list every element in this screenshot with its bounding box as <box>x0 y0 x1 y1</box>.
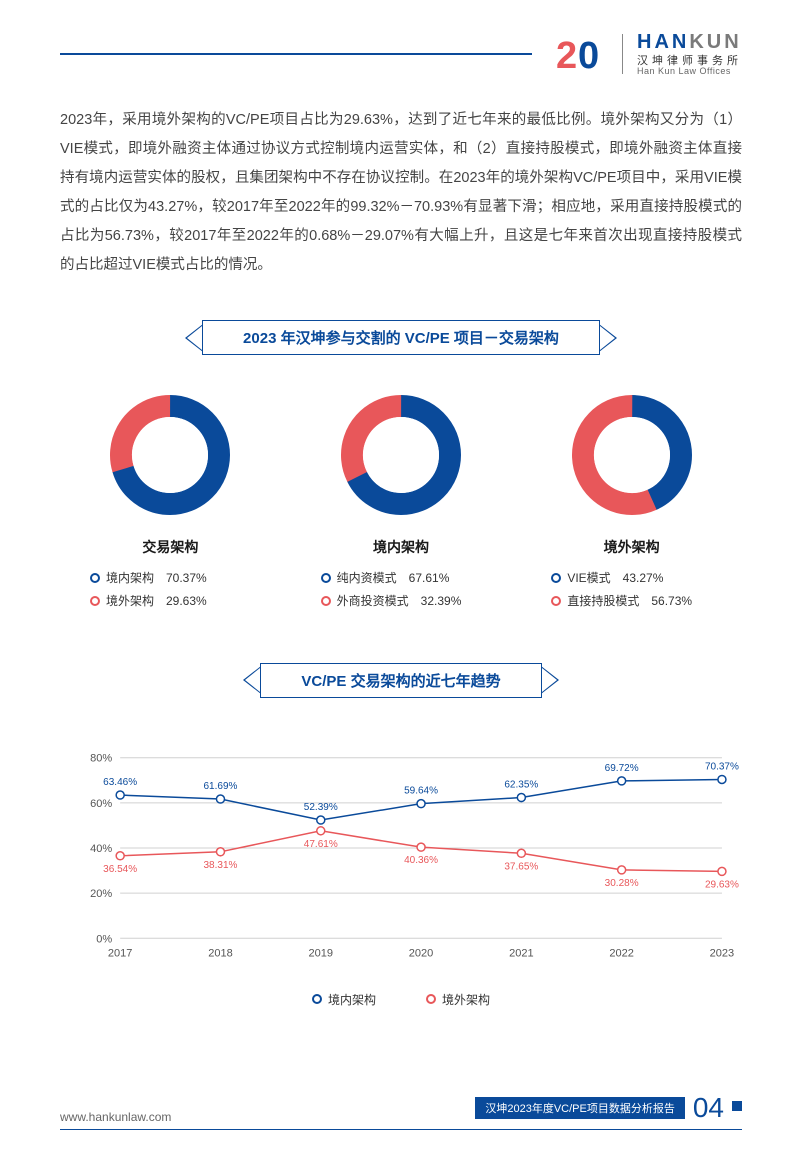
svg-text:59.64%: 59.64% <box>404 785 438 796</box>
svg-text:29.63%: 29.63% <box>705 879 739 890</box>
donut-chart-svg <box>331 385 471 525</box>
svg-text:69.72%: 69.72% <box>605 762 639 773</box>
svg-text:2018: 2018 <box>208 947 233 959</box>
legend-marker-icon <box>312 994 322 1004</box>
donut-row: 交易架构 境内架构 70.37% 境外架构 29.63% 境内架构 纯内资模式 … <box>60 385 742 613</box>
svg-text:30.28%: 30.28% <box>605 878 639 889</box>
svg-text:62.35%: 62.35% <box>504 779 538 790</box>
legend-marker-icon <box>321 596 331 606</box>
footer-rule <box>60 1129 742 1130</box>
legend-label: 外商投资模式 32.39% <box>337 590 462 613</box>
legend-item: 纯内资模式 67.61% <box>321 567 462 590</box>
page-footer: www.hankunlaw.com 汉坤2023年度VC/PE项目数据分析报告 … <box>60 1092 742 1124</box>
donut-legend: 纯内资模式 67.61% 外商投资模式 32.39% <box>291 567 462 613</box>
svg-text:61.69%: 61.69% <box>203 781 237 792</box>
donut-chart-svg <box>100 385 240 525</box>
banner-1-title: 2023 年汉坤参与交割的 VC/PE 项目－交易架构 <box>202 320 600 355</box>
legend-label: 境外架构 <box>442 991 490 1008</box>
legend-item: 境外架构 29.63% <box>90 590 207 613</box>
legend-label: 直接持股模式 56.73% <box>567 590 692 613</box>
svg-text:47.61%: 47.61% <box>304 838 338 849</box>
line-chart: 0% 20% 40% 60% 80% 2017 2018 2019 2020 2021 2022 20… <box>60 728 742 1008</box>
donut-column: 交易架构 境内架构 70.37% 境外架构 29.63% <box>60 385 281 613</box>
svg-text:2017: 2017 <box>108 947 133 959</box>
legend-marker-icon <box>90 596 100 606</box>
logo-block: 2 0 HANKUN 汉坤律师事务所 Han Kun Law Offices <box>552 30 742 78</box>
logo-text: HANKUN 汉坤律师事务所 Han Kun Law Offices <box>637 31 742 77</box>
legend-label: 境内架构 70.37% <box>106 567 207 590</box>
footer-report-title: 汉坤2023年度VC/PE项目数据分析报告 <box>475 1097 684 1119</box>
legend-label: 纯内资模式 67.61% <box>337 567 450 590</box>
svg-text:37.65%: 37.65% <box>504 861 538 872</box>
footer-url: www.hankunlaw.com <box>60 1110 171 1124</box>
donut-title: 交易架构 <box>142 537 198 557</box>
svg-text:40.36%: 40.36% <box>404 855 438 866</box>
legend-item: VIE模式 43.27% <box>551 567 692 590</box>
svg-text:40%: 40% <box>90 843 112 855</box>
legend-item: 境外架构 <box>426 991 490 1008</box>
svg-text:2021: 2021 <box>509 947 534 959</box>
brand-name-sub: Han Kun Law Offices <box>637 67 742 77</box>
legend-item: 境内架构 70.37% <box>90 567 207 590</box>
svg-text:0%: 0% <box>96 933 112 945</box>
legend-marker-icon <box>90 573 100 583</box>
legend-label: VIE模式 43.27% <box>567 567 663 590</box>
donut-legend: VIE模式 43.27% 直接持股模式 56.73% <box>521 567 692 613</box>
donut-title: 境内架构 <box>373 537 429 557</box>
svg-text:2023: 2023 <box>710 947 735 959</box>
svg-text:2019: 2019 <box>309 947 334 959</box>
svg-text:63.46%: 63.46% <box>103 777 137 788</box>
svg-text:0: 0 <box>578 35 599 77</box>
svg-text:80%: 80% <box>90 752 112 764</box>
legend-marker-icon <box>426 994 436 1004</box>
banner-2-title: VC/PE 交易架构的近七年趋势 <box>260 663 541 698</box>
legend-item: 直接持股模式 56.73% <box>551 590 692 613</box>
line-chart-legend: 境内架构 境外架构 <box>60 991 742 1008</box>
footer-page-number: 04 <box>693 1092 724 1124</box>
body-paragraph: 2023年，采用境外架构的VC/PE项目占比为29.63%，达到了近七年来的最低… <box>60 106 742 280</box>
legend-item: 境内架构 <box>312 991 376 1008</box>
donut-column: 境外架构 VIE模式 43.27% 直接持股模式 56.73% <box>521 385 742 613</box>
line-chart-svg: 0% 20% 40% 60% 80% 2017 2018 2019 2020 2021 2022 20… <box>60 728 742 978</box>
svg-text:20%: 20% <box>90 888 112 900</box>
svg-text:2020: 2020 <box>409 947 434 959</box>
svg-text:36.54%: 36.54% <box>103 863 137 874</box>
donut-chart-svg <box>562 385 702 525</box>
svg-text:70.37%: 70.37% <box>705 761 739 772</box>
donut-legend: 境内架构 70.37% 境外架构 29.63% <box>60 567 207 613</box>
section-banner-1: 2023 年汉坤参与交割的 VC/PE 项目－交易架构 <box>60 320 742 355</box>
svg-text:52.39%: 52.39% <box>304 802 338 813</box>
brand-han: HAN <box>637 31 689 53</box>
brand-kun: KUN <box>689 31 741 53</box>
svg-text:2: 2 <box>556 35 577 77</box>
legend-marker-icon <box>321 573 331 583</box>
legend-item: 外商投资模式 32.39% <box>321 590 462 613</box>
logo-divider <box>622 34 623 74</box>
donut-title: 境外架构 <box>604 537 660 557</box>
brand-name-en: HANKUN <box>637 31 742 53</box>
donut-column: 境内架构 纯内资模式 67.61% 外商投资模式 32.39% <box>291 385 512 613</box>
svg-text:38.31%: 38.31% <box>203 859 237 870</box>
logo-20-icon: 2 0 <box>552 30 608 78</box>
legend-marker-icon <box>551 596 561 606</box>
legend-label: 境外架构 29.63% <box>106 590 207 613</box>
svg-text:60%: 60% <box>90 797 112 809</box>
footer-square-icon <box>732 1101 742 1111</box>
page-header: 2 0 HANKUN 汉坤律师事务所 Han Kun Law Offices <box>60 30 742 78</box>
header-rule <box>60 53 532 55</box>
legend-label: 境内架构 <box>328 991 376 1008</box>
section-banner-2: VC/PE 交易架构的近七年趋势 <box>60 663 742 698</box>
svg-text:2022: 2022 <box>609 947 634 959</box>
legend-marker-icon <box>551 573 561 583</box>
